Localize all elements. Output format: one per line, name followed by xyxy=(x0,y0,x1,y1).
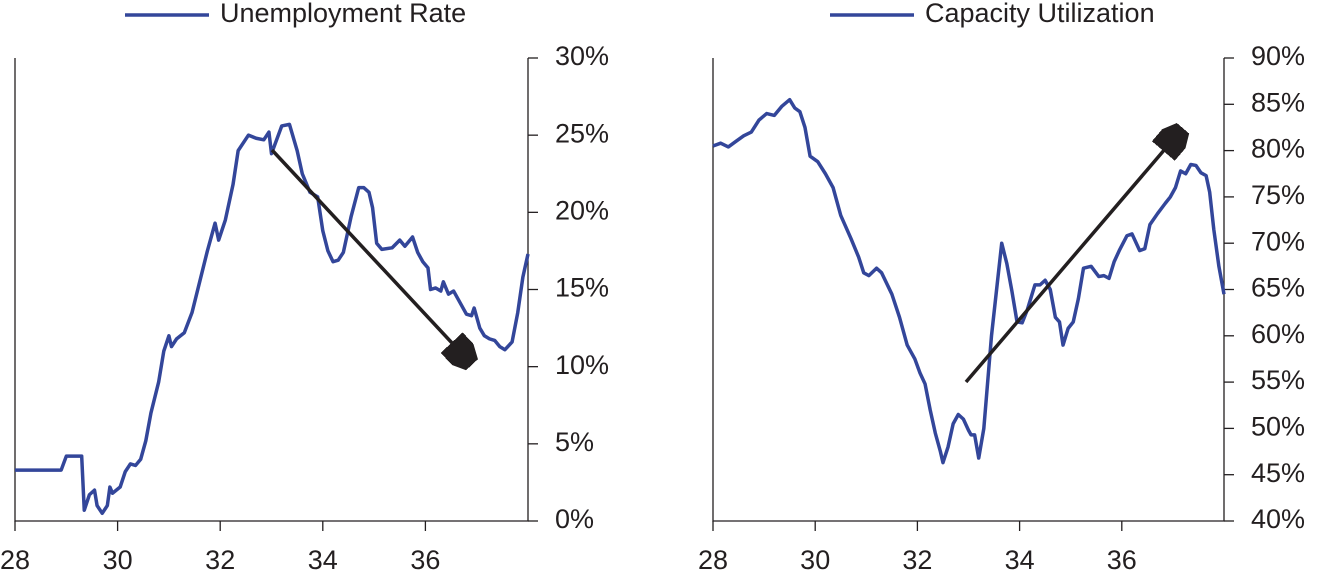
axis-frame xyxy=(14,58,529,522)
data-line xyxy=(15,122,530,516)
y-tick-label: 70% xyxy=(1251,226,1305,256)
x-tick-label: 34 xyxy=(1005,545,1035,574)
x-tick-label: 32 xyxy=(902,545,932,574)
legend-label: Unemployment Rate xyxy=(220,0,466,28)
x-tick-label: 32 xyxy=(205,545,235,574)
y-tick-label: 20% xyxy=(555,195,609,225)
trend-arrow xyxy=(964,135,1177,384)
legend-label: Capacity Utilization xyxy=(925,0,1155,28)
axis-frame xyxy=(712,58,1225,522)
y-tick-label: 75% xyxy=(1251,180,1305,210)
y-tick-label: 50% xyxy=(1251,412,1305,442)
y-tick-label: 65% xyxy=(1251,273,1305,303)
y-tick-label: 40% xyxy=(1251,504,1305,534)
y-tick-label: 45% xyxy=(1251,458,1305,488)
x-tick-label: 34 xyxy=(308,545,338,574)
x-tick-label: 30 xyxy=(800,545,830,574)
y-tick-label: 15% xyxy=(555,273,609,303)
y-tick-label: 25% xyxy=(555,118,609,148)
x-tick-label: 30 xyxy=(103,545,133,574)
trend-arrow xyxy=(270,148,466,358)
y-tick-label: 0% xyxy=(555,504,594,534)
y-tick-label: 10% xyxy=(555,350,609,380)
y-tick-label: 60% xyxy=(1251,319,1305,349)
x-tick-label: 28 xyxy=(0,545,30,574)
y-tick-label: 30% xyxy=(555,41,609,71)
y-tick-label: 55% xyxy=(1251,365,1305,395)
x-tick-label: 36 xyxy=(410,545,440,574)
y-tick-label: 90% xyxy=(1251,41,1305,71)
y-tick-label: 5% xyxy=(555,427,594,457)
x-tick-label: 28 xyxy=(698,545,728,574)
y-tick-label: 80% xyxy=(1251,134,1305,164)
x-tick-label: 36 xyxy=(1107,545,1137,574)
y-tick-label: 85% xyxy=(1251,87,1305,117)
data-line xyxy=(712,97,1226,465)
